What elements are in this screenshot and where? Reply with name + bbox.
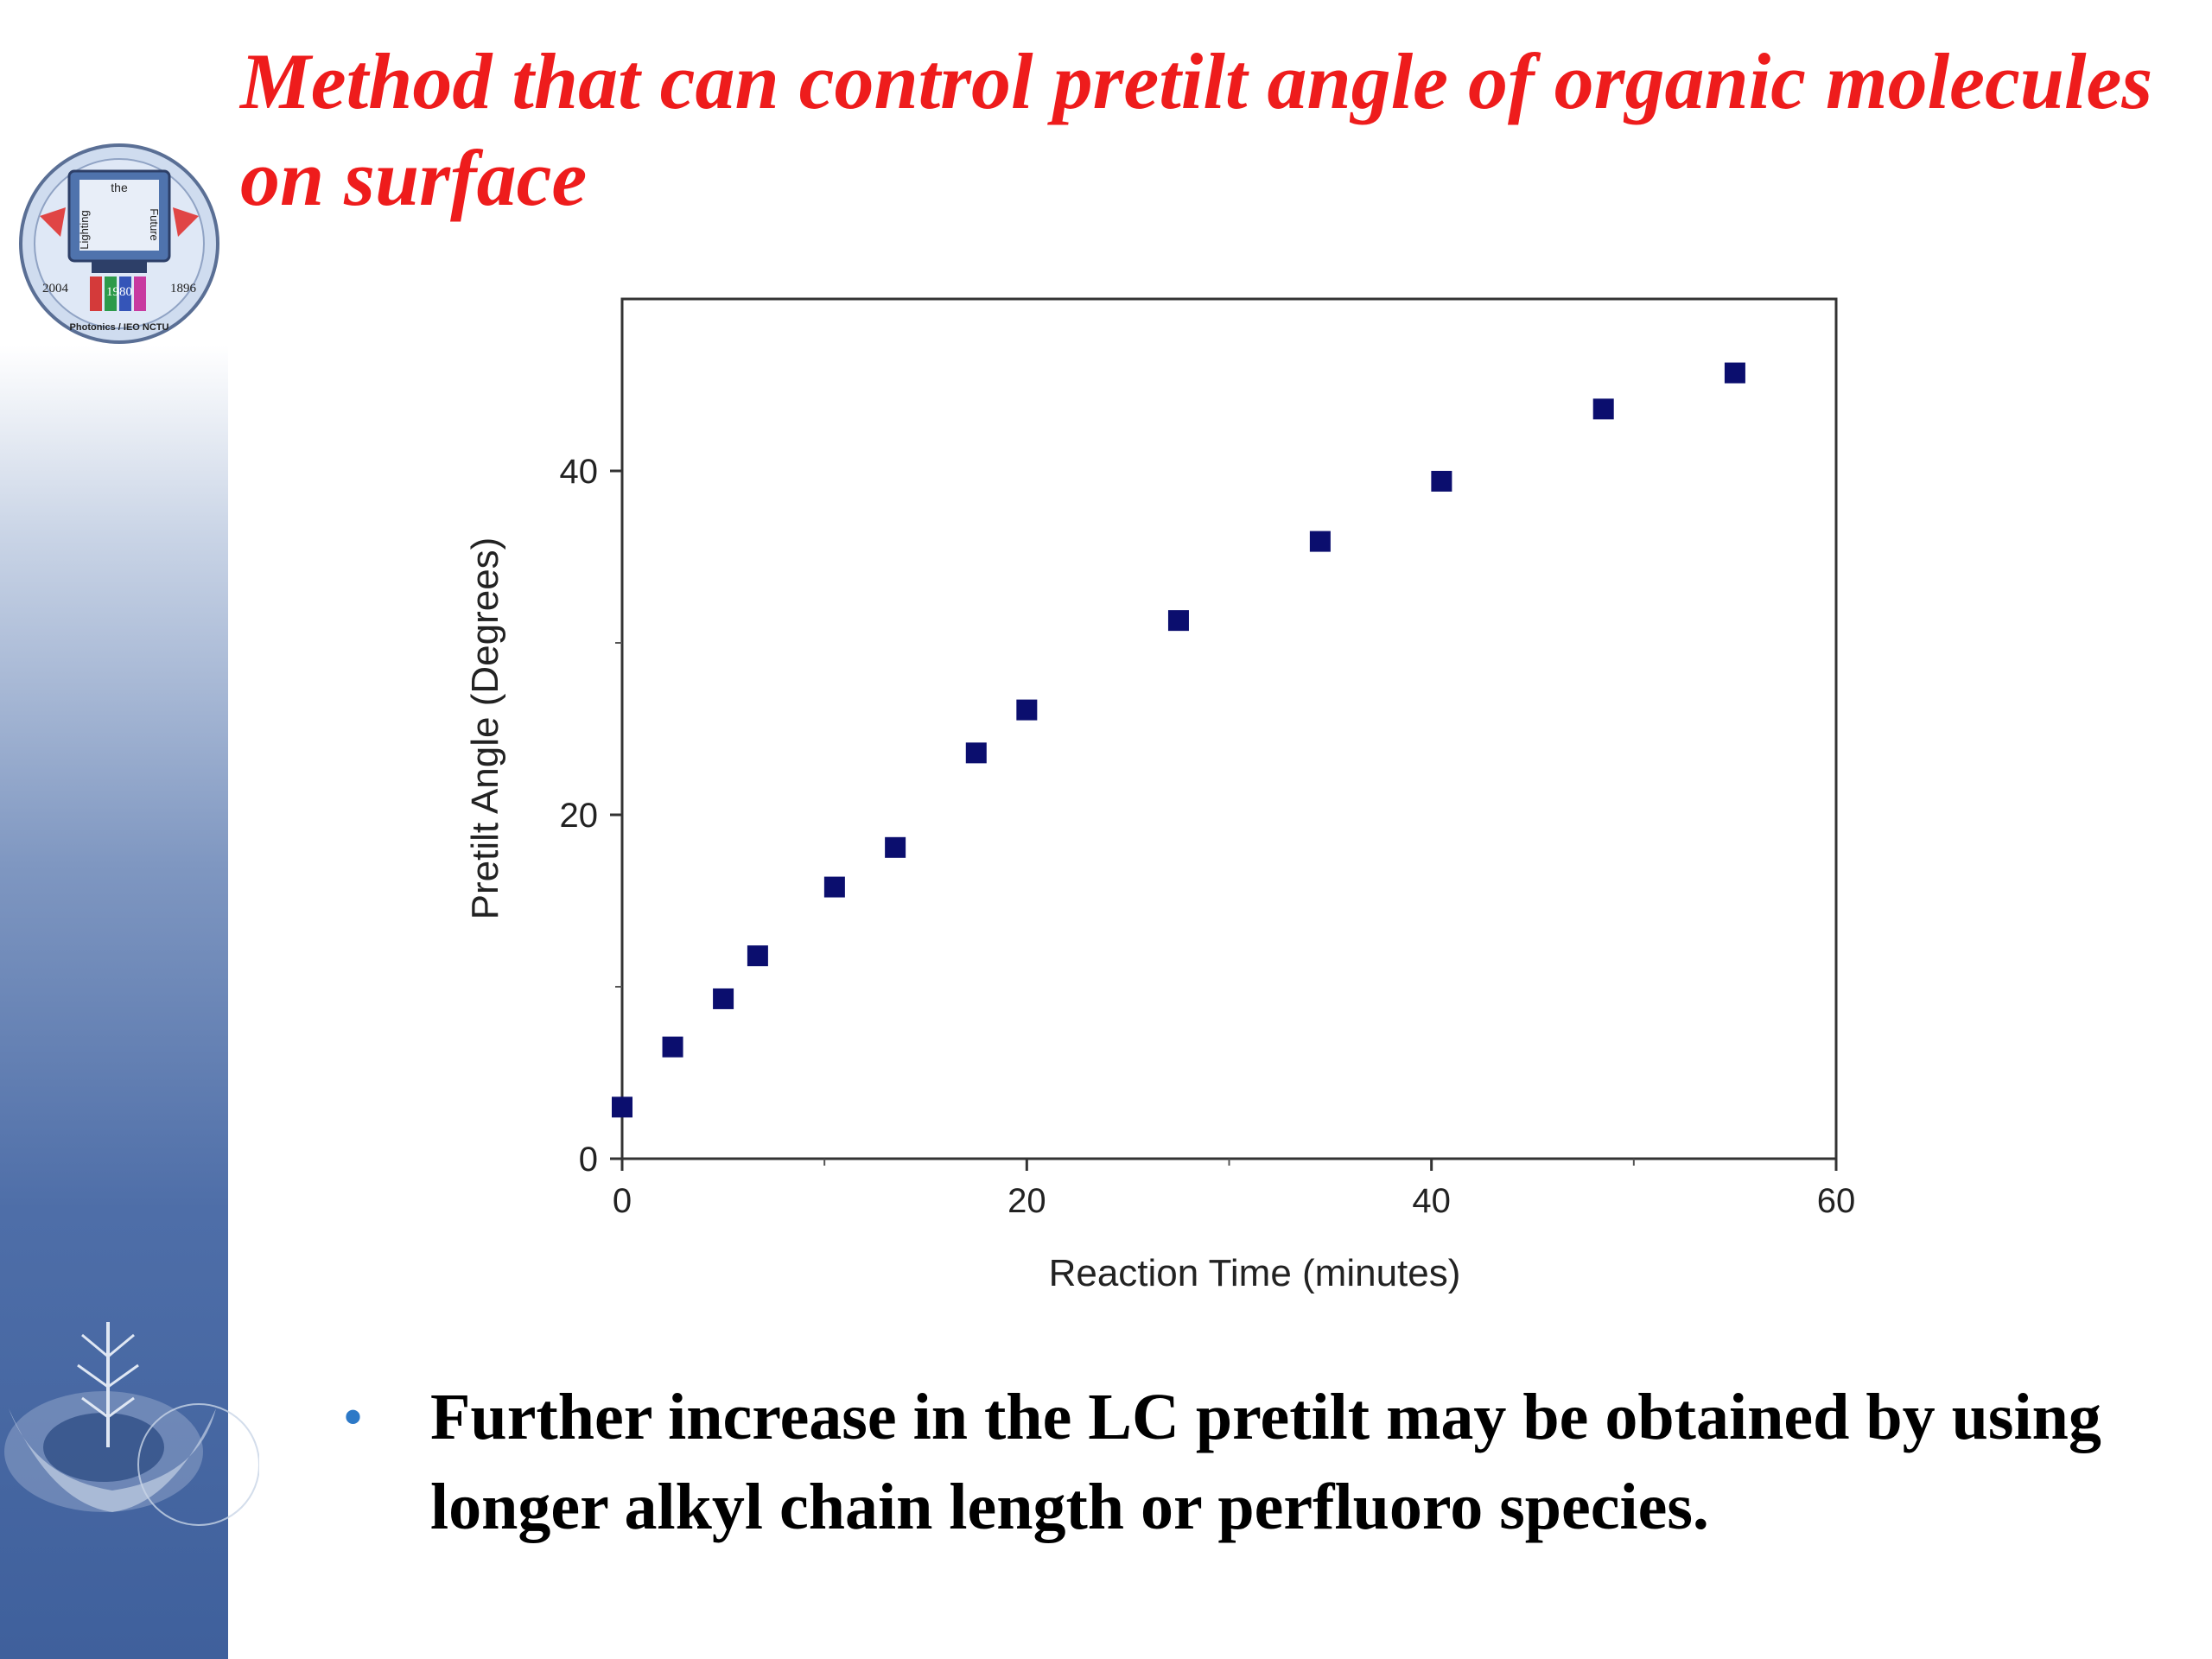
data-point: [1309, 531, 1331, 552]
data-point: [1724, 362, 1745, 384]
data-point: [1167, 610, 1189, 632]
data-point: [1016, 699, 1038, 721]
institution-logo: the Lighting Future 2004 1980 1896 Photo…: [19, 143, 219, 344]
data-point: [662, 1036, 683, 1058]
y-tick-label: 0: [579, 1141, 598, 1179]
x-tick-label: 0: [613, 1182, 632, 1220]
data-point: [713, 988, 734, 1009]
data-point: [747, 945, 768, 967]
x-tick-label: 40: [1412, 1182, 1451, 1220]
x-tick-label: 20: [1007, 1182, 1046, 1220]
data-point: [1431, 470, 1452, 492]
bullet-text: Further increase in the LC pretilt may b…: [430, 1381, 2101, 1543]
data-point: [965, 742, 987, 764]
svg-text:Photonics / IEO NCTU: Photonics / IEO NCTU: [70, 322, 169, 333]
svg-text:1896: 1896: [170, 282, 197, 296]
plot-frame: [620, 297, 1838, 1160]
data-point: [885, 836, 906, 858]
slide-title: Method that can control pretilt angle of…: [240, 37, 2153, 222]
y-tick-label: 40: [560, 453, 599, 491]
x-axis-title: Reaction Time (minutes): [1049, 1252, 1461, 1294]
svg-text:Lighting: Lighting: [78, 210, 91, 250]
y-tick-label: 20: [560, 797, 599, 835]
data-points: [612, 362, 1745, 1118]
y-axis-title: Pretilt Angle (Degrees): [464, 537, 506, 920]
data-point: [612, 1096, 632, 1118]
axis-ticks: 0 20 40 60 0 20 40: [560, 453, 1856, 1220]
bullet-marker: •: [344, 1389, 363, 1446]
svg-text:Future: Future: [148, 208, 161, 241]
svg-text:1980: 1980: [106, 285, 132, 299]
x-tick-label: 60: [1817, 1182, 1856, 1220]
svg-text:2004: 2004: [42, 282, 69, 296]
data-point: [1592, 398, 1614, 420]
hands-seedling-image: [4, 1322, 259, 1526]
svg-text:the: the: [111, 181, 128, 194]
data-point: [823, 876, 845, 898]
